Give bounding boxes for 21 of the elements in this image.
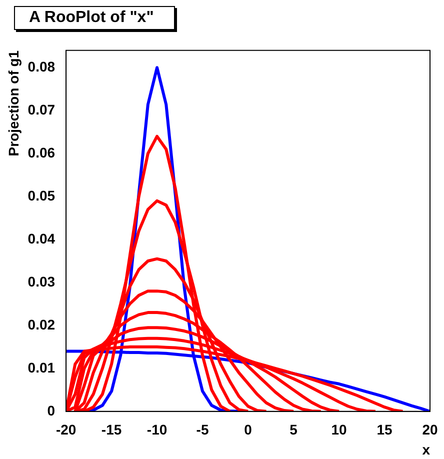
x-tick-label: 10 <box>331 422 348 438</box>
x-tick-label: -15 <box>101 422 122 438</box>
x-tick-label: -5 <box>196 422 209 438</box>
y-tick-label: 0.04 <box>28 230 56 246</box>
x-tick-label: 20 <box>422 422 438 438</box>
x-tick-label: 15 <box>376 422 393 438</box>
x-tick-label: 0 <box>244 422 252 438</box>
y-tick-label: 0.08 <box>28 58 56 74</box>
y-tick-label: 0 <box>47 402 56 418</box>
x-tick-label: -10 <box>146 422 168 438</box>
x-tick-label: 5 <box>290 422 298 438</box>
y-axis-title: Projection of g1 <box>5 50 22 156</box>
y-tick-label: 0.07 <box>28 101 56 118</box>
y-tick-label: 0.03 <box>28 273 56 290</box>
x-tick-label: -20 <box>56 422 76 438</box>
y-tick-label: 0.01 <box>28 359 56 376</box>
y-tick-label: 0.02 <box>28 316 56 332</box>
y-tick-label: 0.06 <box>28 144 56 160</box>
chart-title: A RooPlot of "x" <box>14 6 175 30</box>
x-axis-title: x <box>422 441 430 458</box>
y-tick-label: 0.05 <box>28 187 56 204</box>
